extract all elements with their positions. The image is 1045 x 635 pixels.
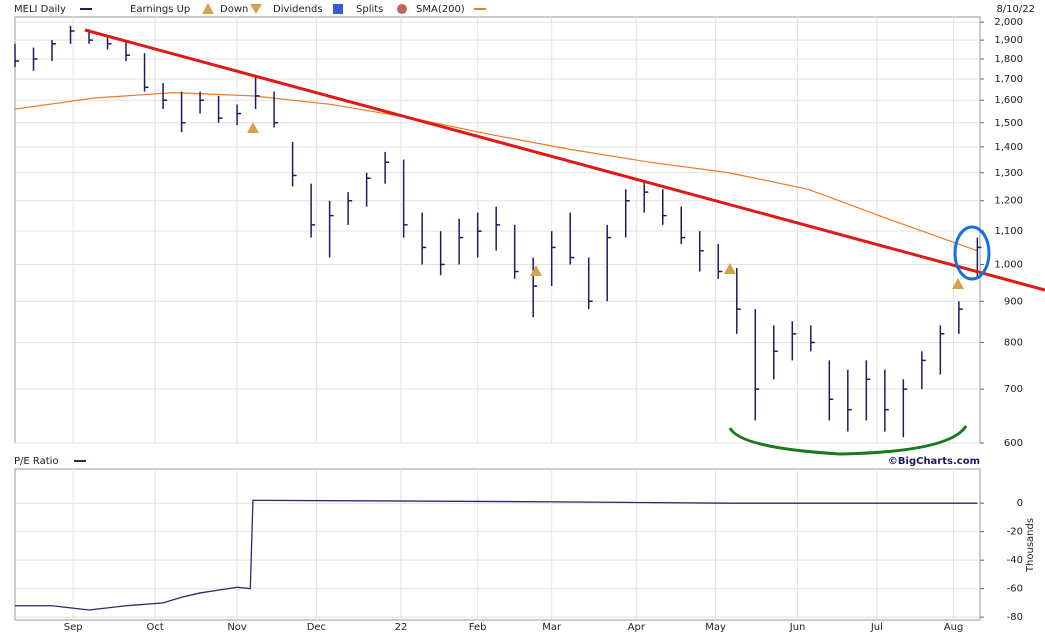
y-tick-label: 1,700 [994,74,1023,85]
x-tick-label: Nov [227,622,247,633]
x-tick-label: Oct [146,622,163,633]
x-tick-label: Dec [307,622,326,633]
y-tick-label: 600 [1004,438,1023,449]
y-tick-label: 900 [1004,296,1023,307]
price-panel [14,16,981,444]
y-tick-label: 1,900 [994,35,1023,46]
x-tick-label: Sep [64,622,83,633]
y-tick-label: 2,000 [994,17,1023,28]
earnings-icon [247,122,259,133]
chart-title: MELI Daily [14,4,66,15]
legend-icon [333,4,343,14]
y-tick-label: 1,200 [994,196,1023,207]
legend-label: Splits [356,4,383,15]
legend-label: Earnings Up [130,4,190,15]
y-tick-label: 1,400 [994,142,1023,153]
trend-line [84,28,1045,292]
date-label: 8/10/22 [996,4,1035,15]
highlight-circle [953,225,991,281]
earnings-icon [724,263,736,274]
x-tick-label: May [705,622,726,633]
y-axis-label: Thousands [1025,518,1036,573]
y-tick-label: 1,300 [994,168,1023,179]
y-tick-label: -40 [1007,555,1023,566]
y-tick-label: 1,000 [994,259,1023,270]
y-tick-label: 700 [1004,384,1023,395]
legend-label: SMA(200) [416,4,465,15]
earnings-icon [530,265,542,276]
pe-title: P/E Ratio [14,456,59,467]
y-tick-label: -60 [1007,584,1023,595]
base-arc [728,425,968,456]
x-tick-label: Apr [628,622,646,633]
legend-icon [250,4,262,14]
sma-line [14,92,978,252]
credit: ©BigCharts.com [888,456,980,467]
legend-icon [202,3,214,14]
earnings-icon [952,278,964,289]
legend-label: Down [220,4,248,15]
pe-line [15,499,978,611]
y-tick-label: 1,800 [994,54,1023,65]
y-tick-label: 1,100 [994,226,1023,237]
x-tick-label: Jun [789,622,806,633]
legend-icon [397,4,407,14]
x-tick-label: Mar [542,622,562,633]
pe-panel [14,468,981,621]
y-tick-label: -80 [1007,612,1023,623]
y-tick-label: 800 [1004,337,1023,348]
y-tick-label: -20 [1007,527,1023,538]
legend-label: Dividends [273,4,323,15]
annotations [84,28,1045,456]
y-tick-label: 1,500 [994,118,1023,129]
x-tick-label: 22 [395,622,408,633]
legend: MELI Daily Earnings Up Down Dividends Sp… [14,3,1035,15]
x-tick-label: Jul [870,622,883,633]
y-tick-label: 1,600 [994,95,1023,106]
x-tick-label: Aug [944,622,964,633]
y-tick-label: 0 [1017,498,1023,509]
x-tick-label: Feb [469,622,487,633]
